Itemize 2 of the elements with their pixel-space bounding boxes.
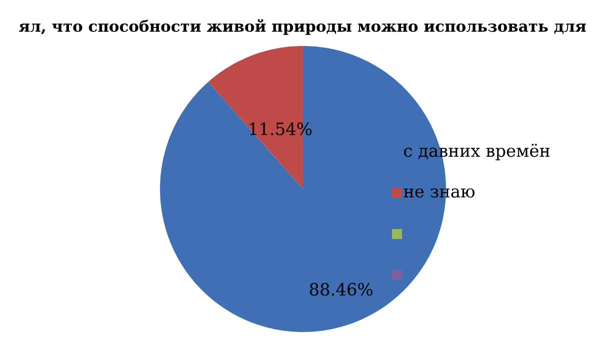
data-label: 88.46% [310, 282, 372, 296]
chart-title: ял, что способности живой природы можно использовать для [19, 19, 586, 35]
